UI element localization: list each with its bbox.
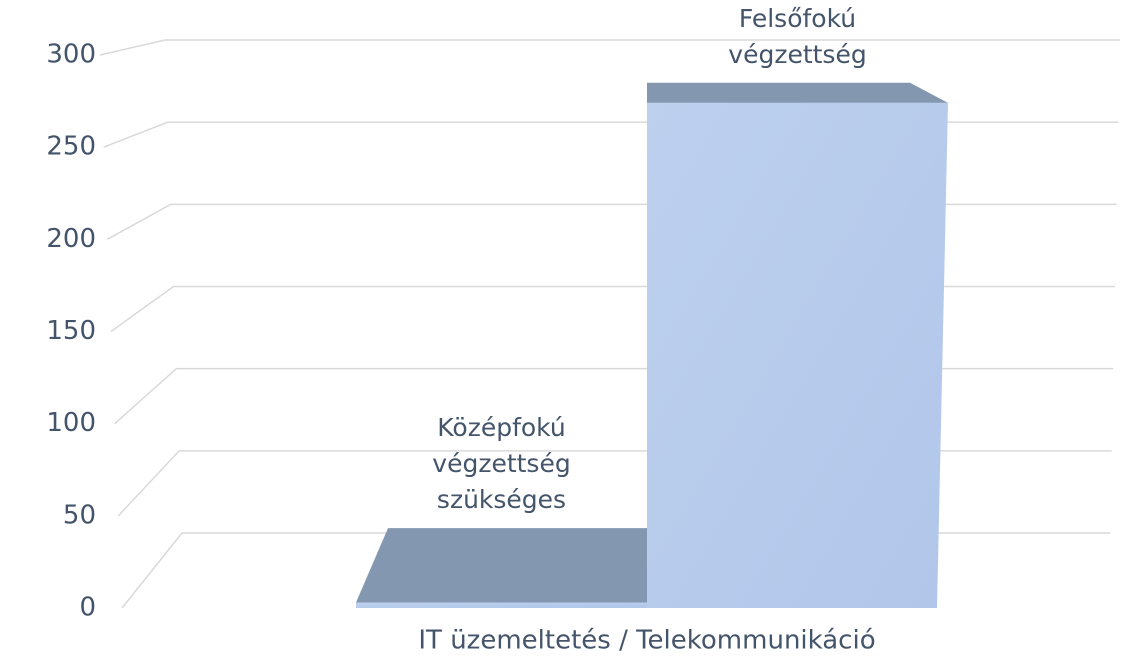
bar-top <box>356 528 647 603</box>
y-tick-label: 200 <box>46 224 96 254</box>
x-tick-label: IT üzemeltetés / Telekommunikáció <box>418 626 875 656</box>
y-tick-label: 250 <box>46 132 96 162</box>
y-tick-label: 300 <box>46 40 96 70</box>
grid-line <box>114 367 1114 425</box>
grid-line <box>103 121 1119 148</box>
bar-front <box>356 602 647 608</box>
series-label: Középfokú végzettség szükséges <box>432 413 571 515</box>
grid-line <box>117 450 1112 517</box>
grid-line <box>99 39 1120 56</box>
y-tick-label: 0 <box>79 593 96 623</box>
y-tick-label: 100 <box>46 408 96 438</box>
grid-line <box>110 285 1115 333</box>
bar-front <box>647 102 948 608</box>
y-tick-label: 50 <box>63 500 96 530</box>
series-label: Felsőfokú végzettség <box>728 3 867 69</box>
grid-line <box>106 203 1117 240</box>
y-tick-label: 150 <box>46 316 96 346</box>
bar-top <box>647 82 948 103</box>
